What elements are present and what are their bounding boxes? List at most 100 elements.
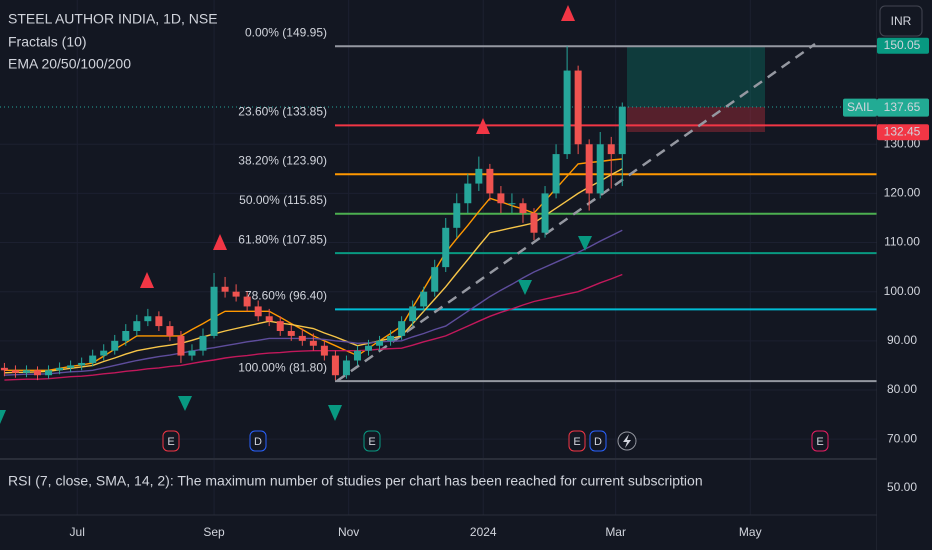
candle-body	[309, 340, 317, 346]
event-badge	[249, 430, 267, 452]
candle-body	[376, 340, 384, 346]
candle-body	[320, 345, 328, 356]
x-tick-label: May	[739, 525, 762, 539]
chart-title: STEEL AUTHOR INDIA, 1D, NSE	[8, 11, 218, 27]
fractal-up	[561, 5, 575, 21]
candle-body	[453, 203, 461, 228]
candle-body	[530, 213, 538, 233]
event-badge	[589, 430, 607, 452]
candle-body	[276, 321, 284, 331]
rsi-message: RSI (7, close, SMA, 14, 2): The maximum …	[8, 473, 703, 489]
candle-body	[133, 321, 141, 331]
fib-label: 78.60% (96.40)	[245, 289, 327, 303]
symbol-badge	[843, 98, 877, 117]
fractal-down	[178, 396, 192, 411]
candle-body	[541, 193, 549, 233]
y-tick-label: 80.00	[887, 382, 917, 396]
candle-body	[574, 70, 582, 145]
event-label: E	[167, 436, 174, 448]
candle-body	[431, 267, 439, 292]
event-badge	[568, 430, 586, 452]
candle-body	[475, 168, 483, 184]
candle-body	[607, 144, 615, 155]
candle-body	[122, 330, 130, 341]
candle-body	[464, 183, 472, 204]
candle-body	[199, 335, 207, 351]
candle-body	[67, 365, 75, 368]
fractal-up	[213, 234, 227, 250]
currency-button[interactable]	[879, 5, 923, 37]
candle-body	[111, 340, 119, 351]
x-tick-label: Jul	[70, 525, 85, 539]
candle-body	[0, 367, 8, 371]
candle-body	[155, 316, 163, 327]
candle-body	[11, 370, 19, 373]
candle-body	[585, 144, 593, 194]
candle-body	[210, 286, 218, 336]
price-badge	[877, 124, 929, 141]
fractal-down	[0, 410, 6, 424]
candle-body	[365, 345, 373, 351]
candle-body	[287, 330, 295, 336]
fib-label: 100.00% (81.80)	[238, 360, 327, 374]
candle-body	[298, 335, 306, 341]
y-tick-label: 90.00	[887, 333, 917, 347]
event-label: D	[254, 436, 262, 448]
price-axis	[877, 0, 932, 550]
ema-line	[4, 168, 623, 374]
indicator-label: EMA 20/50/100/200	[8, 56, 131, 72]
candle-body	[22, 370, 30, 373]
event-label: E	[368, 436, 375, 448]
target-zone	[627, 46, 765, 107]
symbol-price-label: 137.65	[884, 100, 921, 114]
candle-body	[508, 203, 516, 205]
candle-body	[552, 154, 560, 194]
candle-body	[56, 367, 64, 371]
candle-body	[398, 321, 406, 336]
currency-label[interactable]: INR	[891, 14, 912, 28]
candle-body	[331, 355, 339, 376]
fractal-down	[578, 236, 592, 251]
candle-body	[409, 306, 417, 322]
fib-label: 38.20% (123.90)	[238, 153, 327, 167]
price-badge-label: 150.05	[884, 38, 921, 52]
candle-body	[519, 203, 527, 214]
symbol-badge-label: SAIL	[847, 100, 873, 114]
event-badge	[162, 430, 180, 452]
price-badge	[877, 37, 929, 54]
event-label: E	[816, 436, 823, 448]
candle-body	[420, 291, 428, 307]
candle-body	[188, 350, 196, 356]
ema-line	[4, 273, 623, 381]
candle-body	[144, 316, 152, 322]
event-label: E	[573, 436, 580, 448]
candle-body	[232, 291, 240, 297]
trend-line	[336, 42, 816, 383]
fib-label: 61.80% (107.85)	[238, 232, 327, 246]
candle-body	[486, 168, 494, 194]
fractal-down	[328, 405, 342, 421]
indicator-label: Fractals (10)	[8, 34, 87, 50]
lightning-event	[617, 431, 637, 451]
event-badge	[811, 430, 829, 452]
stop-zone	[627, 107, 765, 132]
candle-body	[387, 335, 395, 341]
y-tick-label: 110.00	[884, 235, 920, 249]
y-tick-label: 100.00	[884, 284, 921, 298]
candle-body	[254, 306, 262, 317]
candle-body	[342, 360, 350, 376]
candle-body	[618, 106, 626, 155]
x-tick-label: Mar	[605, 525, 626, 539]
fractal-up	[476, 118, 490, 134]
candle-body	[353, 350, 361, 361]
x-tick-label: 2024	[470, 525, 497, 539]
candle-body	[596, 144, 604, 194]
candle-body	[563, 70, 571, 155]
fractal-down	[518, 280, 532, 295]
x-tick-label: Sep	[203, 525, 225, 539]
y-tick-label: 120.00	[884, 186, 921, 200]
price-badge-label: 132.45	[884, 124, 921, 138]
candle-body	[34, 370, 42, 376]
